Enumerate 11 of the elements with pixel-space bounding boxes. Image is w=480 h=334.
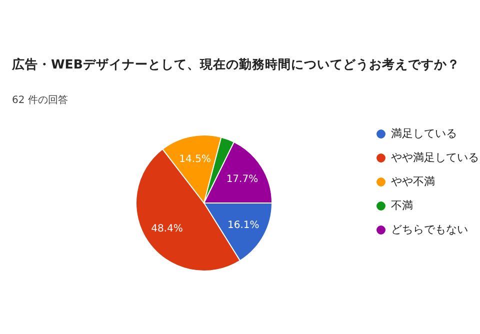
legend-label: やや不満 bbox=[391, 175, 435, 188]
legend-label: 不満 bbox=[391, 199, 413, 212]
legend-label: 満足している bbox=[391, 127, 457, 140]
text: 62 件の回答 bbox=[12, 94, 68, 106]
chart-title: 広告・WEBデザイナーとして、現在の勤務時間についてどうお考えですか？ bbox=[11, 56, 460, 72]
data-label: 17.7% bbox=[226, 174, 258, 186]
data-label: 16.1% bbox=[227, 220, 260, 231]
data-label: 48.4% bbox=[151, 224, 183, 235]
legend-label: どちらでもない bbox=[391, 223, 468, 236]
data-label: 14.5% bbox=[179, 154, 211, 165]
legend-label: やや満足している bbox=[391, 151, 479, 164]
